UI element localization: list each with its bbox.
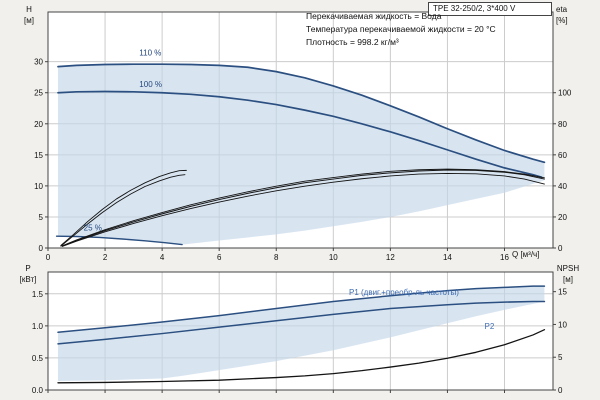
npsh-axis-label: NPSH [м] bbox=[552, 263, 584, 285]
power-axis-unit: [кВт] bbox=[19, 275, 37, 284]
svg-text:110 %: 110 % bbox=[139, 48, 161, 57]
svg-text:6: 6 bbox=[217, 253, 222, 262]
svg-text:5: 5 bbox=[39, 213, 44, 222]
svg-text:25: 25 bbox=[34, 89, 43, 98]
eta-axis-label: eta [%] bbox=[556, 4, 592, 26]
info-line-density: Плотность = 998.2 кг/м³ bbox=[306, 37, 399, 47]
svg-text:14: 14 bbox=[443, 253, 452, 262]
svg-text:30: 30 bbox=[34, 58, 43, 67]
svg-text:60: 60 bbox=[558, 151, 567, 160]
npsh-axis-symbol: NPSH bbox=[556, 264, 580, 273]
pump-model-box: TPE 32-250/2, 3*400 V bbox=[428, 2, 552, 16]
svg-text:1.5: 1.5 bbox=[32, 290, 44, 299]
svg-text:40: 40 bbox=[558, 182, 567, 191]
npsh-axis-unit: [м] bbox=[563, 275, 573, 284]
svg-text:12: 12 bbox=[386, 253, 395, 262]
head-axis-symbol: H bbox=[26, 5, 32, 14]
svg-text:1.0: 1.0 bbox=[32, 322, 44, 331]
svg-text:P2: P2 bbox=[485, 322, 495, 331]
svg-text:5: 5 bbox=[558, 353, 563, 362]
svg-text:15: 15 bbox=[34, 151, 43, 160]
svg-text:20: 20 bbox=[34, 120, 43, 129]
fluid-info: Перекачиваемая жидкость = Вода Температу… bbox=[306, 10, 496, 49]
eta-axis-symbol: eta bbox=[556, 5, 568, 14]
svg-text:2: 2 bbox=[103, 253, 108, 262]
eta-axis-unit: [%] bbox=[556, 16, 568, 25]
head-axis-label: H [м] bbox=[16, 4, 42, 26]
info-line-temperature: Температура перекачиваемой жидкости = 20… bbox=[306, 24, 496, 34]
svg-text:P1 (двиг.+преобр-ль частоты): P1 (двиг.+преобр-ль частоты) bbox=[349, 288, 459, 297]
power-axis-symbol: P bbox=[25, 264, 31, 273]
svg-text:10: 10 bbox=[329, 253, 338, 262]
svg-text:0: 0 bbox=[39, 244, 44, 253]
info-line-fluid: Перекачиваемая жидкость = Вода bbox=[306, 11, 442, 21]
flow-axis-label: Q [м³/ч] bbox=[512, 250, 540, 259]
svg-text:0.0: 0.0 bbox=[32, 386, 44, 395]
head-axis-unit: [м] bbox=[24, 16, 34, 25]
svg-text:100 %: 100 % bbox=[139, 80, 162, 89]
power-axis-label: P [кВт] bbox=[10, 263, 46, 285]
svg-text:25 %: 25 % bbox=[84, 224, 102, 233]
svg-text:80: 80 bbox=[558, 120, 567, 129]
svg-text:20: 20 bbox=[558, 213, 567, 222]
svg-text:0: 0 bbox=[558, 244, 563, 253]
svg-text:0: 0 bbox=[46, 253, 51, 262]
svg-text:8: 8 bbox=[274, 253, 279, 262]
svg-text:100: 100 bbox=[558, 89, 572, 98]
svg-text:4: 4 bbox=[160, 253, 165, 262]
svg-text:0: 0 bbox=[558, 386, 563, 395]
svg-text:0.5: 0.5 bbox=[32, 354, 44, 363]
svg-text:10: 10 bbox=[34, 182, 43, 191]
svg-text:16: 16 bbox=[500, 253, 509, 262]
svg-text:15: 15 bbox=[558, 288, 567, 297]
svg-text:10: 10 bbox=[558, 320, 567, 329]
